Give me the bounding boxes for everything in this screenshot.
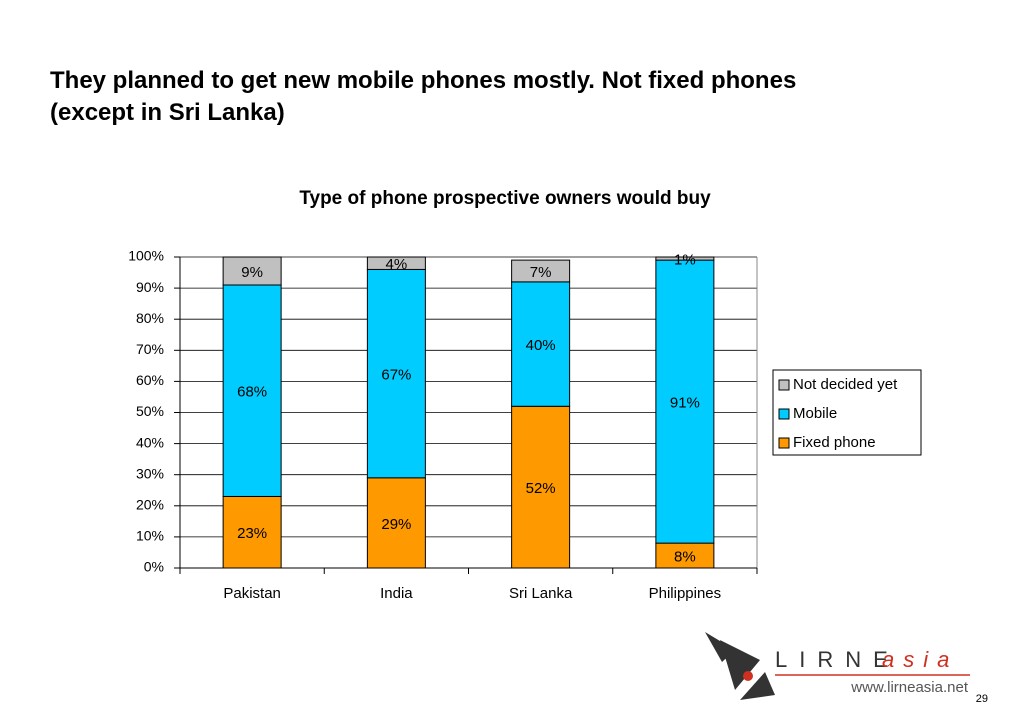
legend-swatch (778, 379, 790, 391)
y-tick-label: 10% (136, 528, 164, 544)
y-tick-label: 0% (144, 559, 164, 575)
slide-title: They planned to get new mobile phones mo… (50, 67, 796, 94)
x-tick-label: Pakistan (223, 585, 281, 602)
y-tick-label: 20% (136, 497, 164, 513)
y-tick-label: 60% (136, 372, 164, 388)
bar-segment (366, 477, 426, 569)
data-label: 1% (674, 252, 696, 269)
y-tick-label: 80% (136, 310, 164, 326)
logo-text: asia (882, 647, 958, 672)
data-label: 40% (526, 337, 556, 354)
chart-title: Type of phone prospective owners would b… (299, 188, 711, 209)
data-label: 29% (381, 516, 411, 533)
data-label: 4% (386, 256, 408, 273)
data-label: 8% (674, 549, 696, 566)
y-tick-label: 50% (136, 403, 164, 419)
bar-segment (222, 256, 282, 286)
bar-segment (655, 256, 715, 261)
url: www.lirneasia.net (850, 679, 969, 696)
legend (772, 369, 922, 456)
data-label: 91% (670, 395, 700, 412)
logo-mark (705, 632, 775, 700)
bar-segment (655, 259, 715, 544)
bar-segment (511, 281, 571, 407)
legend-swatch (778, 437, 790, 449)
data-label: 7% (530, 264, 552, 281)
bar-segment (655, 542, 715, 569)
x-tick-label: Philippines (649, 585, 722, 602)
legend-label: Mobile (793, 405, 837, 422)
y-tick-label: 30% (136, 465, 164, 481)
logo-dot (743, 671, 753, 681)
y-tick-label: 90% (136, 279, 164, 295)
bar-segment (366, 268, 426, 479)
legend-label: Not decided yet (793, 376, 898, 393)
bar-segment (511, 259, 571, 283)
legend-label: Fixed phone (793, 434, 876, 451)
data-label: 9% (241, 264, 263, 281)
slide-title: (except in Sri Lanka) (50, 99, 285, 126)
bar-segment (366, 256, 426, 270)
y-tick-label: 100% (128, 248, 164, 264)
y-tick-label: 70% (136, 341, 164, 357)
y-tick-label: 40% (136, 434, 164, 450)
bar-segment (511, 405, 571, 569)
x-tick-label: Sri Lanka (509, 585, 573, 602)
data-label: 23% (237, 525, 267, 542)
logo-text: LIRNE (775, 647, 900, 672)
data-label: 68% (237, 384, 267, 401)
legend-swatch (778, 408, 790, 420)
page-number: 29 (976, 693, 988, 705)
x-tick-label: India (380, 585, 413, 602)
data-label: 67% (381, 367, 411, 384)
data-label: 52% (526, 480, 556, 497)
logo: LIRNE asia www.lirneasia.net (705, 632, 970, 700)
bar-segment (222, 284, 282, 497)
